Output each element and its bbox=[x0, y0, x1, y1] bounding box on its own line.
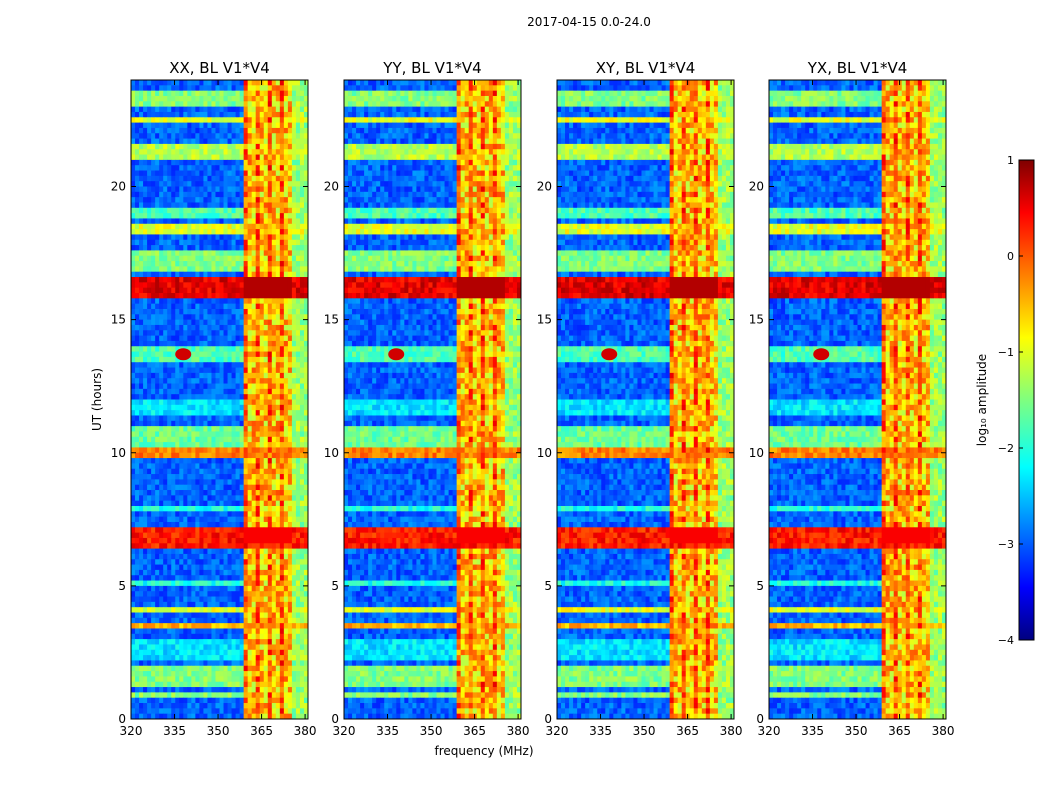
x-tick-label: 365 bbox=[888, 724, 911, 738]
colorbar-label: log₁₀ amplitude bbox=[975, 354, 989, 446]
panel-title: XY, BL V1*V4 bbox=[596, 59, 696, 77]
y-tick-label: 10 bbox=[324, 446, 339, 460]
axes-frame bbox=[768, 79, 947, 720]
y-tick-label: 10 bbox=[749, 446, 764, 460]
x-tick-label: 335 bbox=[163, 724, 186, 738]
x-tick-label: 365 bbox=[676, 724, 699, 738]
colorbar-tick-label: 0 bbox=[1007, 250, 1014, 263]
y-tick-label: 5 bbox=[331, 579, 339, 593]
y-tick-label: 10 bbox=[111, 446, 126, 460]
x-tick-label: 380 bbox=[720, 724, 743, 738]
colorbar-tick-label: −2 bbox=[998, 442, 1014, 455]
y-tick-label: 0 bbox=[331, 712, 339, 726]
colorbar-gradient bbox=[1018, 159, 1035, 641]
colorbar-tick-label: −4 bbox=[998, 634, 1014, 647]
y-tick-label: 20 bbox=[111, 180, 126, 194]
heatmap-image bbox=[557, 80, 734, 719]
x-tick-label: 320 bbox=[546, 724, 569, 738]
panel-title: XX, BL V1*V4 bbox=[169, 59, 270, 77]
x-tick-label: 380 bbox=[932, 724, 955, 738]
panel-2: YY, BL V1*V4 320 335 350 365 380 0 5 10 15 20 frequ… bbox=[324, 59, 534, 758]
panel-title: YX, BL V1*V4 bbox=[807, 59, 908, 77]
heatmap-image bbox=[131, 80, 308, 719]
x-tick-label: 365 bbox=[250, 724, 273, 738]
axes-frame bbox=[130, 79, 309, 720]
panel-4: YX, BL V1*V4 320 335 350 365 380 0 5 10 15 20 bbox=[749, 59, 955, 738]
y-tick-label: 0 bbox=[756, 712, 764, 726]
y-tick-label: 15 bbox=[537, 313, 552, 327]
y-tick-label: 15 bbox=[749, 313, 764, 327]
y-tick-label: 20 bbox=[324, 180, 339, 194]
heatmap-image bbox=[769, 80, 946, 719]
panel-title: YY, BL V1*V4 bbox=[382, 59, 481, 77]
colorbar: 1 0 −1 −2 −3 −4 log₁₀ amplitude bbox=[975, 154, 1035, 647]
x-tick-label: 335 bbox=[801, 724, 824, 738]
x-tick-label: 350 bbox=[420, 724, 443, 738]
colorbar-tick-label: 1 bbox=[1007, 154, 1014, 167]
x-tick-label: 380 bbox=[294, 724, 317, 738]
y-tick-label: 5 bbox=[544, 579, 552, 593]
x-tick-label: 350 bbox=[633, 724, 656, 738]
y-axis-label: UT (hours) bbox=[90, 368, 104, 431]
x-tick-label: 350 bbox=[845, 724, 868, 738]
y-tick-label: 15 bbox=[324, 313, 339, 327]
y-tick-label: 0 bbox=[118, 712, 126, 726]
y-tick-label: 5 bbox=[756, 579, 764, 593]
panel-3: XY, BL V1*V4 320 335 350 365 380 0 5 10 15 20 bbox=[537, 59, 743, 738]
figure-suptitle: 2017-04-15 0.0-24.0 bbox=[527, 15, 651, 29]
colorbar-tick-label: −1 bbox=[998, 346, 1014, 359]
x-tick-label: 335 bbox=[376, 724, 399, 738]
x-tick-label: 320 bbox=[758, 724, 781, 738]
x-tick-label: 320 bbox=[333, 724, 356, 738]
y-tick-label: 15 bbox=[111, 313, 126, 327]
x-tick-label: 350 bbox=[207, 724, 230, 738]
heatmap-image bbox=[344, 80, 521, 719]
y-tick-label: 20 bbox=[537, 180, 552, 194]
axes-frame bbox=[343, 79, 522, 720]
x-tick-label: 380 bbox=[507, 724, 530, 738]
y-tick-label: 0 bbox=[544, 712, 552, 726]
x-tick-label: 335 bbox=[589, 724, 612, 738]
y-tick-label: 20 bbox=[749, 180, 764, 194]
axes-frame bbox=[556, 79, 735, 720]
colorbar-tick-label: −3 bbox=[998, 538, 1014, 551]
x-tick-label: 365 bbox=[463, 724, 486, 738]
x-tick-label: 320 bbox=[120, 724, 143, 738]
y-tick-label: 5 bbox=[118, 579, 126, 593]
y-tick-label: 10 bbox=[537, 446, 552, 460]
x-axis-label: frequency (MHz) bbox=[434, 744, 533, 758]
panel-1: XX, BL V1*V4 320 335 350 365 380 0 5 10 15 20 UT (h… bbox=[90, 59, 317, 738]
